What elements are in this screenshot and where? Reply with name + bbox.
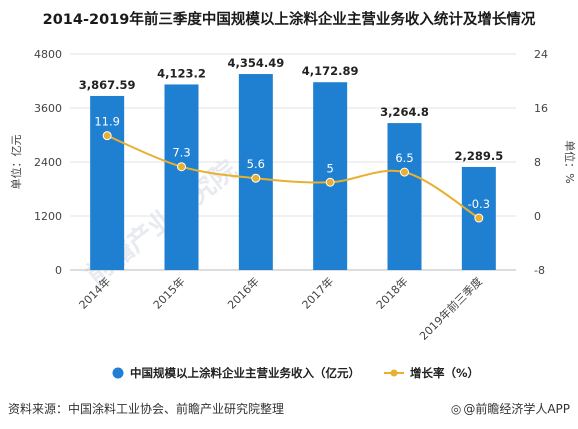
bar-value-label: 3,867.59: [79, 78, 136, 92]
growth-rate-point: [400, 167, 409, 177]
y-tick-label: 2400: [34, 156, 62, 169]
growth-rate-point: [102, 131, 112, 141]
bar: [164, 84, 199, 271]
bar-value-label: 2,289.5: [454, 149, 503, 163]
app-logo-icon: ◎: [450, 402, 462, 416]
growth-rate-point: [177, 162, 186, 172]
growth-rate-label: 6.5: [395, 151, 413, 165]
x-tick-label: 2016年: [224, 274, 261, 311]
y2-tick-label: 24: [534, 48, 548, 61]
y-axis-title: 单位：亿元: [9, 135, 23, 190]
y2-tick-label: 8: [534, 156, 541, 169]
y-tick-label: 3600: [34, 102, 62, 115]
growth-rate-point: [325, 177, 335, 187]
y-tick-label: 4800: [34, 48, 62, 61]
x-tick-label: 2018年: [373, 274, 410, 311]
source-note: 资料来源：中国涂料工业协会、前瞻产业研究院整理: [8, 402, 285, 416]
growth-rate-label: -0.3: [468, 197, 490, 211]
legend-line-label: 增长率（%）: [410, 366, 479, 380]
y2-tick-label: 16: [534, 102, 548, 115]
growth-rate-label: 5.6: [247, 157, 265, 171]
x-tick-label: 2015年: [150, 274, 187, 311]
y2-tick-label: 0: [534, 210, 541, 223]
bar-value-label: 4,354.49: [227, 56, 284, 70]
bar-value-label: 3,264.8: [380, 105, 429, 119]
growth-rate-point: [251, 173, 261, 183]
growth-rate-label: 7.3: [172, 146, 190, 160]
growth-rate-label: 11.9: [94, 115, 120, 129]
y-tick-label: 0: [55, 264, 62, 277]
x-tick-label: 2019年前三季度: [416, 274, 485, 343]
bar: [90, 95, 125, 270]
y2-axis-title: 单位：%: [563, 140, 577, 183]
growth-rate-point: [474, 213, 484, 223]
bar: [238, 74, 273, 271]
bar-value-label: 4,123.2: [157, 66, 206, 80]
legend-bar-label: 中国规模以上涂料企业主营业务收入（亿元）: [130, 366, 360, 380]
growth-rate-line: [106, 134, 480, 219]
bar: [387, 123, 422, 270]
growth-rate-label: 5: [327, 161, 334, 175]
x-tick-label: 2017年: [299, 274, 336, 311]
y-tick-label: 1200: [34, 210, 62, 223]
credit-text: @前瞻经济学人APP: [463, 402, 570, 416]
credit-note: ◎ @前瞻经济学人APP: [451, 400, 570, 417]
legend-bar-marker: [112, 367, 124, 379]
y2-tick-label: -8: [534, 264, 545, 277]
chart-title: 2014-2019年前三季度中国规模以上涂料企业主营业务收入统计及增长情况: [42, 12, 536, 28]
bar-value-label: 4,172.89: [302, 64, 359, 78]
legend-line-marker: [390, 369, 398, 377]
bar: [313, 82, 348, 271]
